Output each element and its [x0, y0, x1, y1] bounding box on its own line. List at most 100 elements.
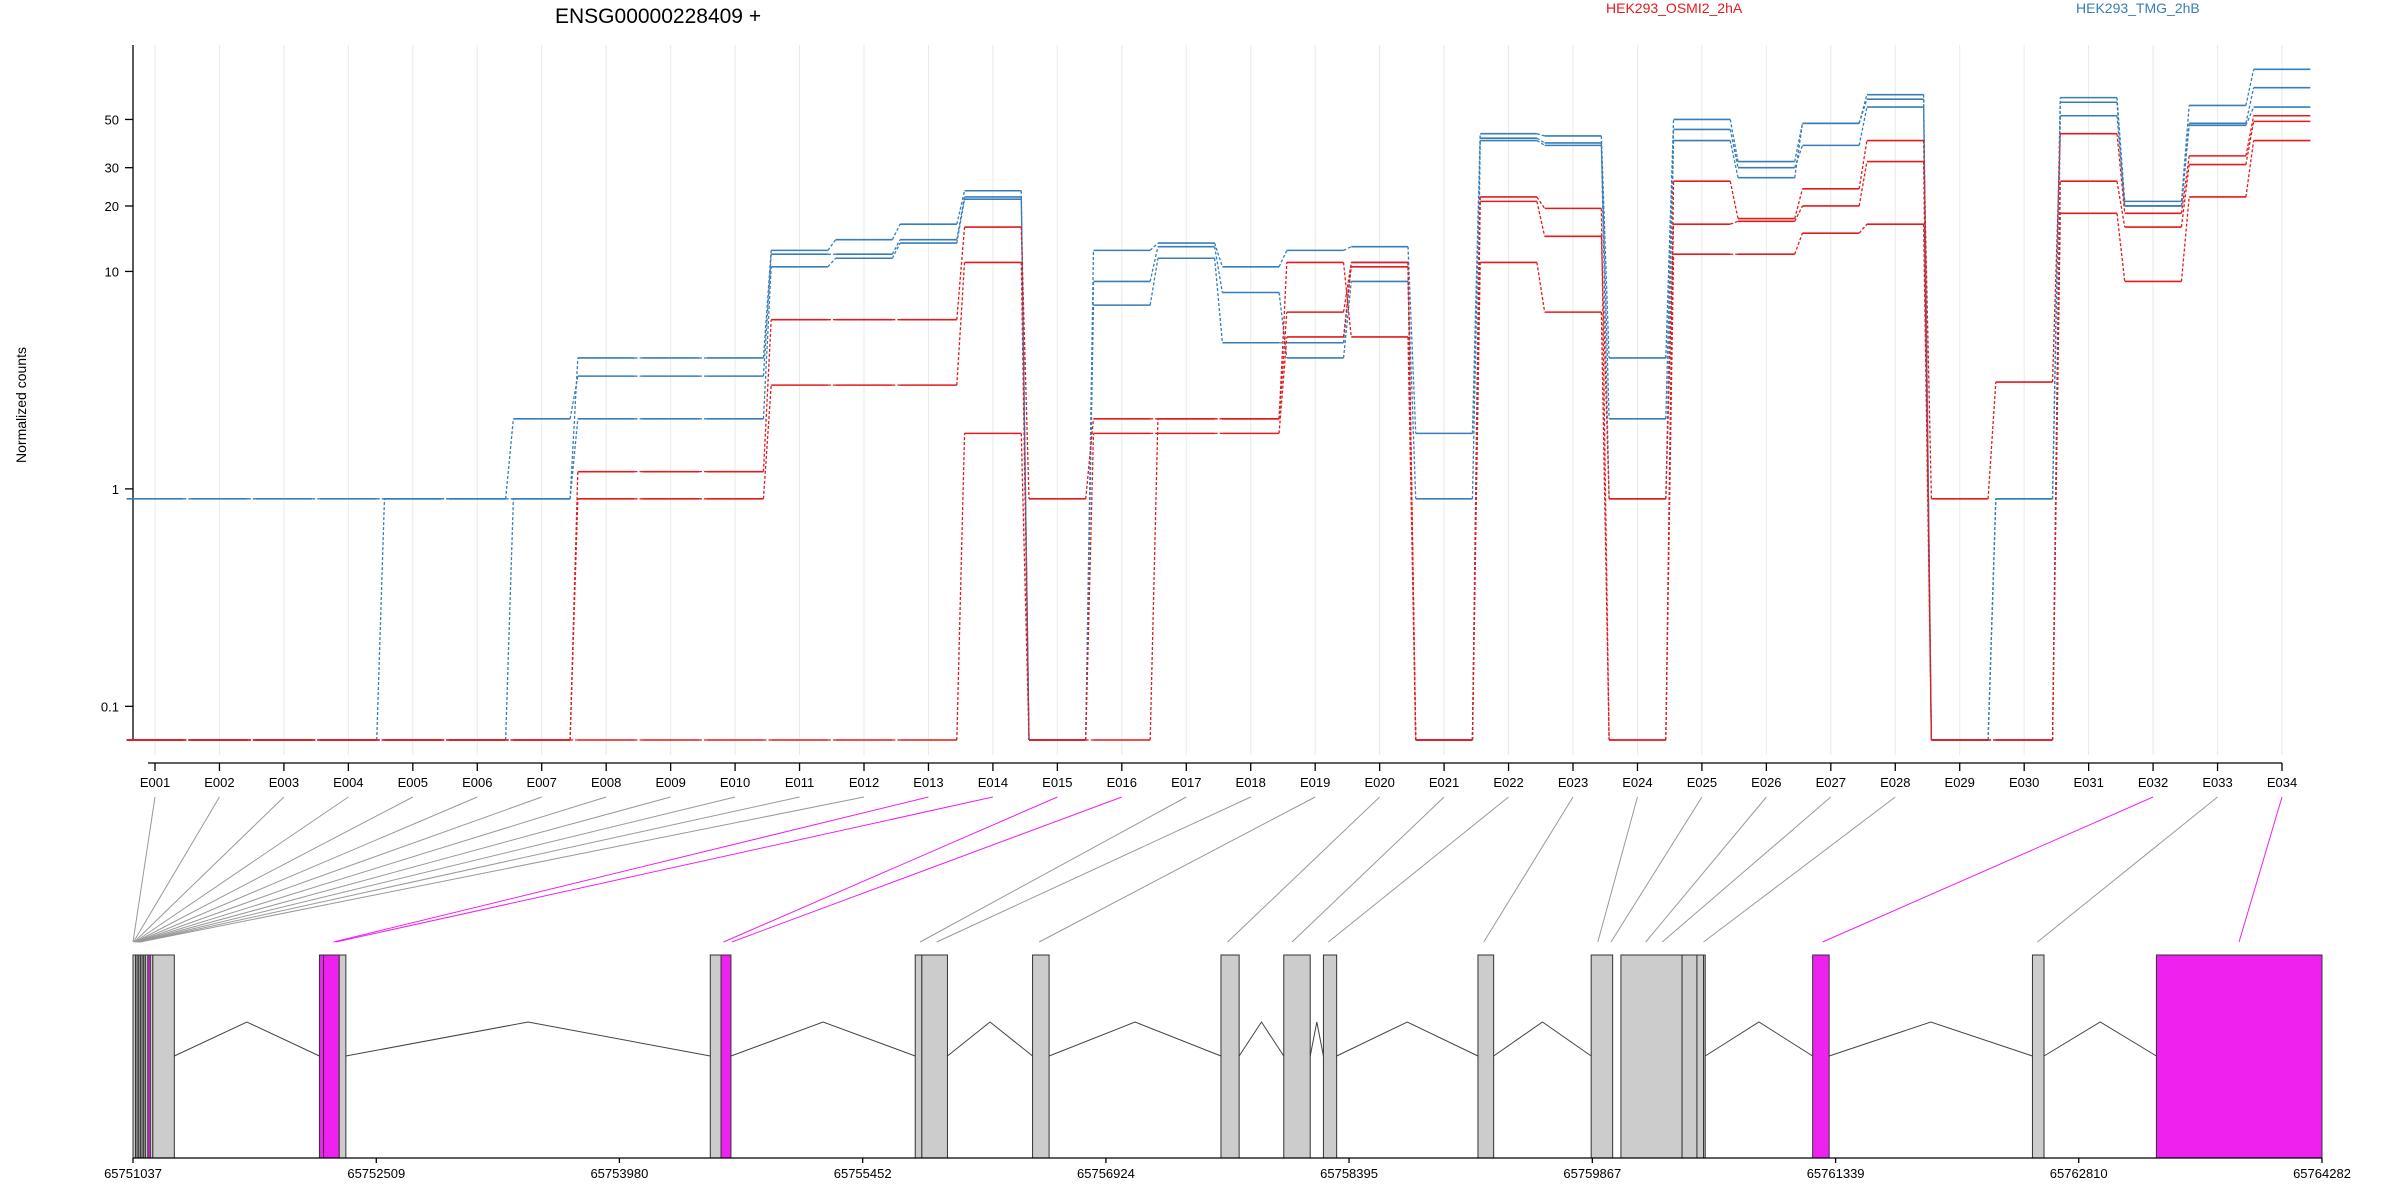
link-e033	[2037, 796, 2218, 943]
series-0-connector	[1214, 242, 1223, 268]
series-1-connector	[762, 254, 772, 377]
x-tick-label-e011: E011	[785, 775, 814, 790]
y-tick-label: 0.1	[101, 699, 119, 714]
series-4-connector	[956, 262, 966, 386]
series-4-connector	[1278, 336, 1288, 434]
series-1-connector	[504, 418, 515, 499]
x-tick-label-e015: E015	[1042, 775, 1072, 790]
x-tick-label-e023: E023	[1558, 775, 1588, 790]
intron-line	[1048, 1021, 1222, 1057]
link-e002	[133, 796, 220, 943]
series-5-connector	[1858, 223, 1868, 234]
series-1-connector	[1794, 145, 1804, 168]
series-2-connector	[2116, 115, 2126, 207]
x-tick-label-e034: E034	[2267, 775, 2297, 790]
y-axis-ticks: 0.1 1 10 20 30 50	[101, 112, 133, 714]
x-tick-label-e004: E004	[333, 775, 363, 790]
series-0-connector	[1278, 250, 1288, 268]
series-1-connector	[1149, 246, 1159, 282]
series-3-connector	[762, 319, 772, 472]
link-e025	[1610, 796, 1703, 943]
link-e018	[936, 796, 1251, 943]
series-3-connector	[1020, 227, 1030, 499]
series-0-connector	[1407, 246, 1417, 434]
x-tick-label-e010: E010	[720, 775, 750, 790]
series-2-connector	[2180, 125, 2190, 207]
series-5-connector	[1665, 254, 1675, 741]
series-1-connector	[2245, 87, 2255, 124]
exon-box-e022	[1322, 954, 1338, 1159]
series-0-hek293_tmg_2hb	[126, 68, 2311, 741]
series-1-connector	[1085, 281, 1095, 741]
coordinate-tick-label: 65752509	[347, 1166, 405, 1181]
series-3-connector	[2245, 115, 2255, 156]
series-5-connector	[1471, 262, 1481, 741]
series-2-connector	[1213, 258, 1224, 343]
series-3-connector	[1858, 140, 1868, 189]
link-e007	[136, 796, 542, 943]
exon-box-e027	[1696, 954, 1705, 1159]
series-4-hek293_osmi2_2ha	[126, 120, 2311, 741]
series-3-connector	[1665, 181, 1675, 741]
series-1-connector	[1987, 498, 1997, 741]
series-1-hek293_tmg_2hb	[126, 86, 2311, 741]
exon-box-e017	[914, 954, 923, 1159]
x-tick-label-e018: E018	[1236, 775, 1266, 790]
exon-box-e029	[1812, 954, 1830, 1159]
series-5-connector	[1149, 418, 1159, 741]
series-5-connector	[2180, 196, 2190, 282]
series-1-connector	[1342, 281, 1352, 359]
coordinate-tick-label: 65762810	[2050, 1166, 2108, 1181]
link-e034	[2238, 796, 2283, 943]
series-4-connector	[1794, 205, 1804, 222]
link-e028	[1703, 796, 1896, 943]
series-0-connector	[1343, 246, 1352, 251]
coordinate-tick-label: 65756924	[1077, 1166, 1135, 1181]
series-4-connector	[1536, 201, 1546, 237]
exon-box-e019	[1032, 954, 1050, 1159]
exon-box-e013	[323, 954, 340, 1159]
intron-line	[1238, 1021, 1285, 1057]
series-1-connector	[891, 239, 901, 255]
exon-box-e014	[338, 954, 347, 1159]
series-4-connector	[2116, 181, 2126, 228]
exon-box-e012	[318, 954, 325, 1159]
exon-box-e011	[152, 954, 175, 1159]
series-2-connector	[1536, 139, 1545, 146]
intron-lines	[174, 1021, 2157, 1057]
series-4-connector	[1665, 224, 1675, 499]
series-2-connector	[504, 498, 515, 741]
series-2-connector	[762, 266, 772, 419]
series-3-connector	[1536, 196, 1546, 209]
x-tick-label-e007: E007	[527, 775, 557, 790]
exon-box-e018	[921, 954, 948, 1159]
intron-line	[1829, 1021, 2033, 1057]
series-5-connector	[1600, 312, 1610, 741]
series-0-connector	[2245, 69, 2255, 106]
link-e020	[1227, 796, 1380, 943]
series-2-connector	[1794, 123, 1804, 178]
exon-box-e031	[2155, 954, 2323, 1159]
series-0-connector	[762, 250, 772, 359]
series-lines	[126, 68, 2311, 741]
series-3-connector	[1342, 262, 1352, 313]
intron-line	[1309, 1021, 1324, 1057]
series-0-connector	[1729, 119, 1739, 162]
series-0-connector	[891, 223, 901, 240]
series-2-connector	[1471, 140, 1481, 741]
series-1-connector	[2116, 102, 2126, 207]
x-tick-label-e009: E009	[655, 775, 685, 790]
series-1-connector	[1600, 142, 1610, 419]
x-tick-label-e020: E020	[1364, 775, 1394, 790]
x-tick-label-e017: E017	[1171, 775, 1201, 790]
x-tick-label-e019: E019	[1300, 775, 1330, 790]
series-1-connector	[1858, 106, 1868, 146]
series-3-connector	[1729, 181, 1739, 219]
link-e016	[731, 796, 1122, 943]
coordinate-tick-label: 65761339	[1807, 1166, 1865, 1181]
series-4-connector	[1342, 266, 1352, 337]
x-tick-label-e013: E013	[913, 775, 943, 790]
series-4-connector	[1407, 266, 1417, 741]
link-e032	[1822, 796, 2154, 943]
